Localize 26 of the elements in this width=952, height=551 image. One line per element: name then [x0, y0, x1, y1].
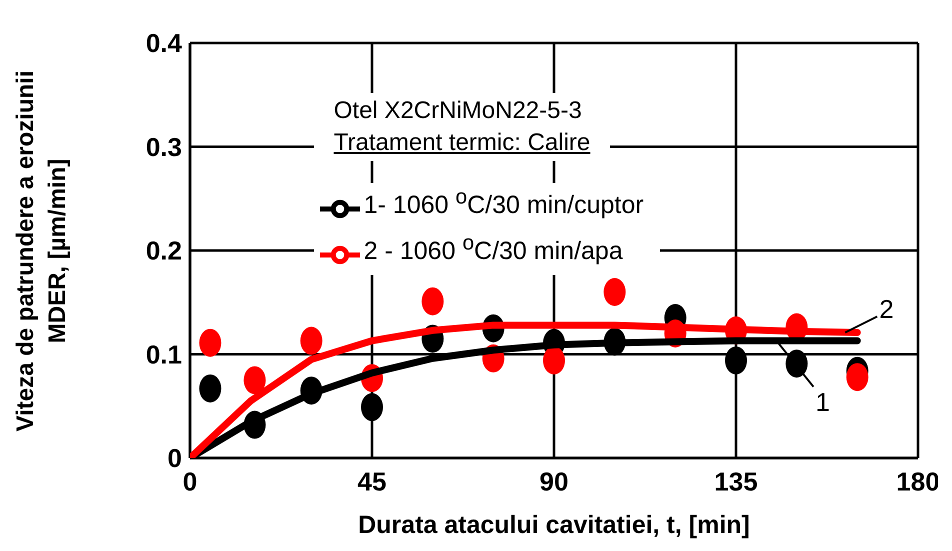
y-tick-label: 0.1 [146, 339, 182, 370]
point [725, 346, 747, 374]
point [846, 363, 868, 392]
annotation: 1 [815, 386, 830, 417]
y-tick-label: 0 [168, 443, 182, 474]
annotation: 2 [879, 294, 894, 324]
x-tick-label: 45 [358, 466, 386, 496]
y-tick-label: 0.4 [146, 28, 183, 58]
point [361, 393, 383, 422]
legend-label: 2 - 1060 $^{o}$C/30 min/apa [364, 232, 623, 266]
annotation: Tratament termic: Calire [334, 128, 590, 158]
y-tick-label: 0.3 [146, 132, 182, 162]
point [300, 326, 322, 355]
y-axis-title: Viteza de patrundere a eroziunii MDER, [µm/min] [12, 70, 72, 431]
legend-label: 1- 1060 $^{o}$C/30 min/cuptor [364, 186, 644, 220]
x-tick-label: 135 [714, 466, 758, 496]
y-tick-label: 0.2 [146, 236, 182, 266]
point [604, 278, 626, 306]
annotation: Otel X2CrNiMoN22-5-3 [334, 96, 583, 126]
point [422, 287, 444, 316]
point [199, 328, 222, 357]
x-axis-title: Durata atacului cavitatiei, t, [min] [358, 511, 750, 539]
x-tick-label: 90 [540, 466, 568, 496]
point [244, 366, 266, 394]
point [199, 374, 222, 402]
point [543, 346, 565, 374]
